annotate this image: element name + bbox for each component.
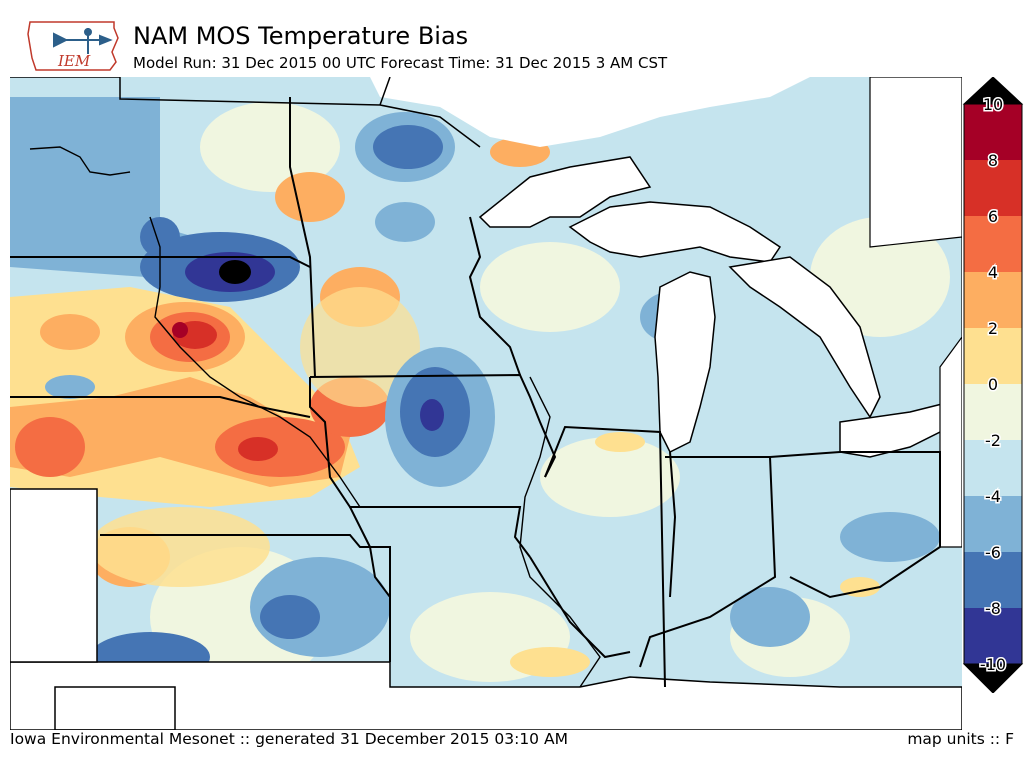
iem-logo: IEM <box>27 21 119 71</box>
colorbar-tick-label: 2 <box>988 319 998 338</box>
colorbar-band <box>964 328 1022 385</box>
footer-units: map units :: F <box>907 730 1014 748</box>
great-lakes <box>478 156 951 458</box>
colorbar-tick-label: -4 <box>985 487 1001 506</box>
colorbar-band <box>964 384 1022 441</box>
south-blank <box>10 661 962 730</box>
colorbar: 10 8 6 4 2 0 -2 -4 -6 -8 -10 <box>962 77 1024 693</box>
colorbar-tick-label: 8 <box>988 151 998 170</box>
colorbar-band <box>964 104 1022 161</box>
wind-vane-icon <box>53 28 113 54</box>
colorbar-tick-label: 6 <box>988 207 998 226</box>
colorbar-band <box>964 608 1022 665</box>
colorbar-tick-label: 0 <box>988 375 998 394</box>
page-title: NAM MOS Temperature Bias <box>133 22 469 50</box>
colorbar-tick-label: -2 <box>985 431 1001 450</box>
colorbar-band <box>964 496 1022 553</box>
logo-text: IEM <box>57 52 91 70</box>
colorbar-tick-label: 10 <box>983 95 1003 114</box>
colorbar-tick-label: 4 <box>988 263 998 282</box>
colorbar-band <box>964 216 1022 273</box>
footer-source: Iowa Environmental Mesonet :: generated … <box>10 730 568 748</box>
west-blank <box>10 488 98 663</box>
colorbar-tick-label: -10 <box>980 655 1006 674</box>
page-subtitle: Model Run: 31 Dec 2015 00 UTC Forecast T… <box>133 54 668 72</box>
colorbar-band <box>964 552 1022 609</box>
colorbar-band <box>964 160 1022 217</box>
colorbar-band <box>964 440 1022 497</box>
canada-border <box>10 77 481 148</box>
rivers <box>29 146 601 688</box>
colorbar-tick-label: -8 <box>985 599 1001 618</box>
southwest-blank <box>54 686 176 730</box>
bias-map <box>10 77 962 730</box>
colorbar-tick-label: -6 <box>985 543 1001 562</box>
colorbar-band <box>964 272 1022 329</box>
canada-region <box>10 77 810 147</box>
colorbar-frame <box>963 103 1023 665</box>
